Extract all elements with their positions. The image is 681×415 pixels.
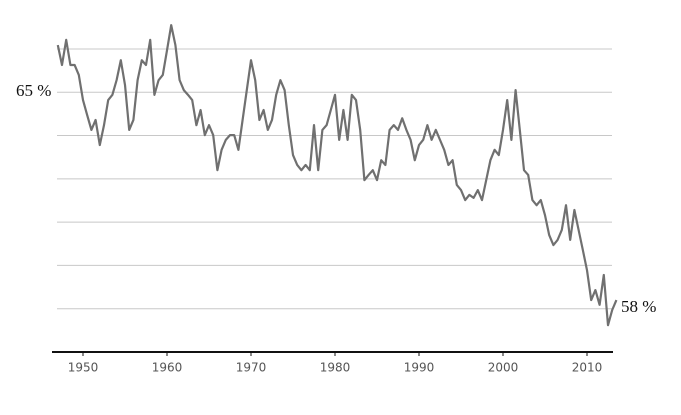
x-tick-label: 2000 xyxy=(488,361,519,375)
annotation: 65 % xyxy=(16,81,51,100)
x-tick-label: 1960 xyxy=(152,361,183,375)
x-tick-label: 1980 xyxy=(320,361,351,375)
x-tick-label: 1950 xyxy=(68,361,99,375)
x-tick-label: 1970 xyxy=(236,361,267,375)
x-tick-label: 1990 xyxy=(404,361,435,375)
line xyxy=(56,24,618,327)
x-tick-label: 2010 xyxy=(572,361,603,375)
annotation: 58 % xyxy=(621,297,656,316)
